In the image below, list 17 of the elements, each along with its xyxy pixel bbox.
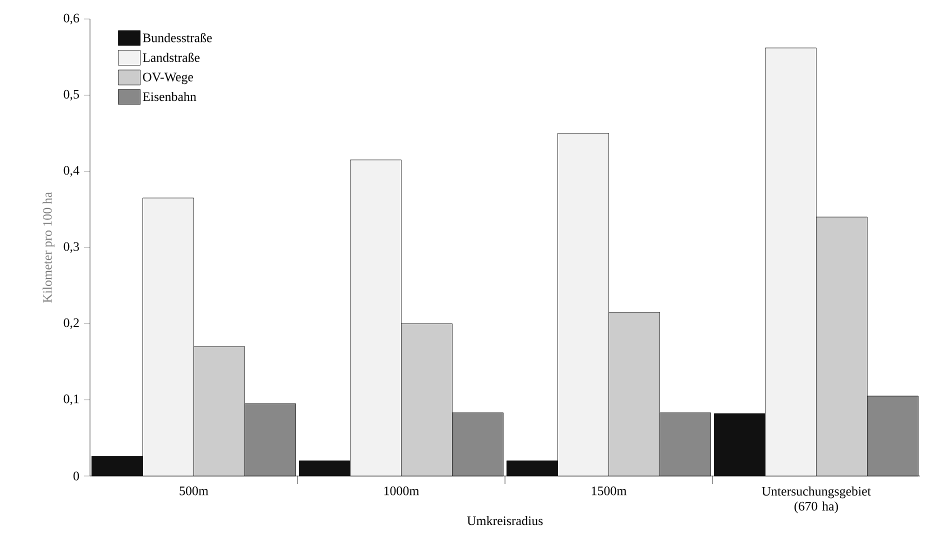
x-tick-label: Untersuchungsgebiet (670 ha): [762, 486, 871, 514]
y-axis-title: Kilometer pro 100 ha: [42, 192, 54, 303]
y-tick-label: 0,5: [64, 90, 79, 100]
y-tick-label: 0,2: [64, 318, 79, 329]
y-tick-label: 0,1: [64, 394, 79, 406]
y-tick-label: 0: [74, 472, 79, 480]
x-axis-title: Umkreisradius: [467, 516, 543, 526]
x-tick-label: 1500m: [592, 486, 627, 496]
x-tick-label: 1000m: [384, 486, 420, 496]
x-tick-label: 500m: [180, 486, 208, 496]
legend-label: Landstraße: [142, 52, 200, 62]
y-tick-label: 0,3: [64, 242, 79, 253]
legend-label: OV-Wege: [143, 72, 194, 84]
legend-label: Bundesstraße: [142, 32, 212, 42]
y-tick-label: 0,4: [64, 166, 80, 177]
y-tick-label: 0,6: [64, 14, 80, 24]
legend-label: Eisenbahn: [142, 92, 196, 102]
